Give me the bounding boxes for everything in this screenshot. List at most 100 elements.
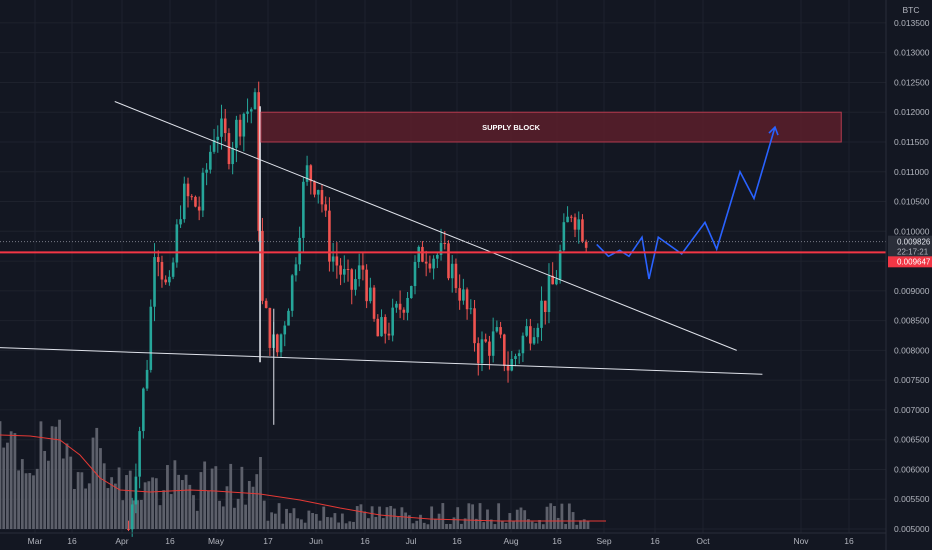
gridlines [0, 0, 886, 533]
candle-body [402, 309, 406, 313]
volume-bar [512, 521, 515, 529]
supply-block-label: SUPPLY BLOCK [482, 123, 541, 132]
candle-body [569, 216, 573, 218]
volume-bar [575, 524, 579, 529]
volume-bar [69, 456, 73, 529]
volume-bar [363, 511, 367, 529]
candle-body [543, 300, 547, 313]
symbol-label: BTC [903, 5, 920, 15]
candle-body [365, 269, 368, 302]
volume-bar [192, 495, 195, 529]
candle-body [302, 181, 305, 238]
y-tick-label: 0.006000 [894, 464, 930, 474]
volume-bar [2, 447, 6, 529]
volume-bar [240, 466, 244, 529]
x-tick-label: 16 [452, 536, 462, 546]
volume-bar [538, 520, 541, 529]
y-tick-label: 0.010000 [894, 226, 930, 236]
volume-bar [210, 468, 214, 529]
candle-body [298, 237, 301, 265]
y-tick-label: 0.005500 [894, 494, 930, 504]
candle-body [424, 261, 428, 264]
volume-bar [307, 510, 311, 529]
volume-bar [173, 460, 177, 529]
x-tick-label: 16 [650, 536, 660, 546]
x-tick-label: May [208, 536, 225, 546]
candle-body [235, 119, 238, 148]
volume-bar [206, 490, 210, 529]
candle-body [320, 190, 324, 205]
volume-bar [337, 522, 341, 529]
volume-bar [326, 517, 329, 529]
volume-bar [355, 506, 359, 529]
volume-bar [162, 490, 166, 529]
volume-bar [80, 472, 84, 529]
x-tick-label: Aug [503, 536, 518, 546]
volume-bar [422, 522, 426, 529]
candle-body [335, 256, 339, 266]
y-tick-label: 0.007000 [894, 405, 930, 415]
candle-body [316, 190, 320, 195]
volume-bar [247, 481, 251, 529]
volume-bar [381, 518, 385, 529]
candle-body [223, 118, 227, 134]
volume-bar [143, 482, 147, 529]
volume-bar [567, 503, 571, 529]
volume-bar [419, 514, 422, 529]
volume-bar [311, 512, 314, 529]
volume-bar [203, 461, 207, 529]
candle-body [127, 529, 130, 530]
x-tick-label: Mar [28, 536, 43, 546]
candle-body [387, 333, 391, 336]
volume-bar [136, 500, 140, 529]
volume-bar [147, 481, 151, 529]
volume-bar [277, 503, 281, 529]
volume-bar [84, 488, 87, 529]
candle-body [354, 279, 357, 290]
y-tick-label: 0.008000 [894, 345, 930, 355]
volume-bar [273, 513, 277, 529]
y-tick-label: 0.011500 [894, 137, 929, 147]
volume-bar [497, 503, 501, 529]
volume-bar [180, 480, 184, 529]
candle-body [439, 242, 443, 255]
volume-bar [259, 457, 262, 529]
candle-body [577, 219, 581, 230]
volume-bar [303, 522, 307, 529]
volume-bar [378, 506, 381, 529]
candle-body [153, 257, 156, 307]
candle-body [357, 265, 361, 280]
volume-bar [582, 519, 586, 529]
candle-body [540, 300, 543, 328]
candle-body [584, 241, 588, 248]
volume-bar [13, 433, 17, 529]
candle-body [395, 303, 398, 308]
candle-body [476, 343, 480, 364]
volume-bar [91, 437, 95, 529]
volume-bar [448, 523, 452, 529]
volume-bar [560, 503, 564, 529]
volume-bar [184, 474, 188, 529]
volume-bar [251, 486, 255, 529]
volume-bar [385, 507, 389, 529]
y-tick-label: 0.011000 [894, 167, 929, 177]
volume-bar [110, 477, 114, 529]
volume-bar [9, 431, 13, 529]
volume-bar [54, 426, 58, 529]
volume-bar [374, 516, 378, 529]
candle-body [409, 286, 413, 298]
alert-price-badge: 0.009647 [888, 256, 932, 268]
candle-body [142, 388, 145, 432]
volume-bar [426, 524, 430, 529]
candle-body [253, 92, 257, 110]
candle-body [380, 317, 383, 337]
candle-body [428, 263, 432, 269]
candle-body [581, 219, 584, 242]
candle-body [573, 217, 577, 230]
candle-body [536, 327, 540, 338]
candle-body [209, 151, 212, 170]
candle-body [432, 258, 435, 269]
candle-body [156, 257, 160, 262]
volume-bar [467, 503, 471, 529]
candle-body [268, 307, 272, 348]
